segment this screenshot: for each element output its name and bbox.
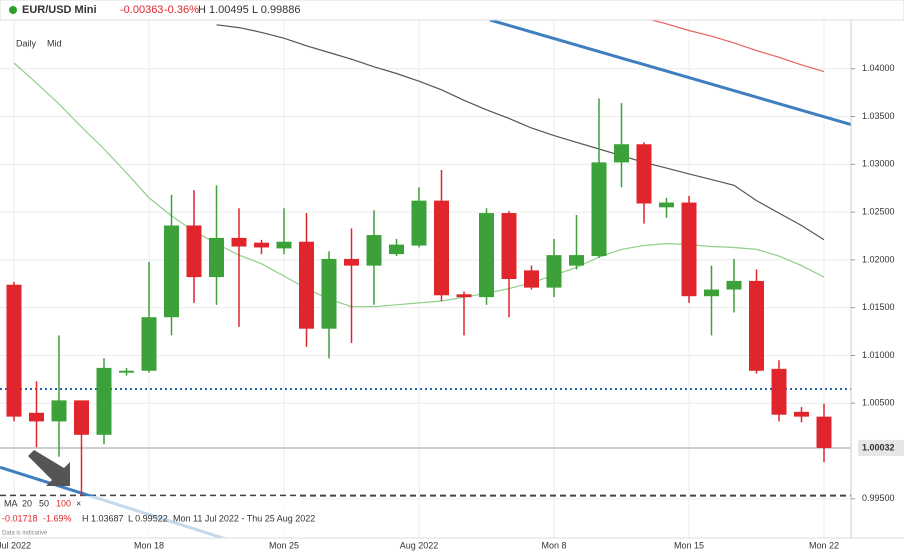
legend-entry: 20 [22, 498, 32, 508]
candle-body [524, 270, 539, 288]
last-price-label: 1.00032 [862, 442, 895, 452]
close-icon[interactable]: × [76, 498, 81, 508]
arrow-annotation [28, 450, 70, 486]
candle-body [209, 237, 224, 278]
x-tick-label: Aug 2022 [400, 540, 439, 550]
ma-line [216, 24, 825, 241]
candle-body [456, 294, 472, 298]
candle-body [344, 258, 359, 266]
study-high: H 1.03687 [82, 513, 124, 523]
candle-body [794, 411, 809, 417]
y-tick-label: 1.02500 [862, 206, 895, 216]
candle-body [141, 317, 157, 371]
candle-body [726, 280, 742, 290]
candle-body [411, 200, 427, 246]
legend-entry: 100 [56, 498, 71, 508]
candle-body [501, 213, 517, 279]
low: L 0.99886 [252, 4, 301, 16]
ma-line [649, 20, 825, 73]
status-dot [9, 6, 17, 14]
y-tick-label: 1.02000 [862, 254, 895, 264]
candle-body [479, 213, 494, 298]
study-low: L 0.99522 [128, 513, 168, 523]
candle-body [51, 400, 67, 422]
candle-body [186, 225, 202, 278]
candle-body [636, 144, 652, 204]
note: Data is indicative [2, 531, 48, 537]
candle-body [614, 144, 629, 163]
candle-body [591, 162, 607, 257]
legend-entry: 50 [39, 498, 49, 508]
study-change: -0.01718 [2, 513, 38, 523]
candle-body [164, 225, 179, 318]
x-tick-label: Mon 18 [134, 540, 164, 550]
study-range: Mon 11 Jul 2022 - Thu 25 Aug 2022 [173, 513, 315, 523]
y-tick-label: 1.03000 [862, 159, 895, 169]
candle-body [389, 244, 404, 255]
x-tick-label: Mon 8 [541, 540, 566, 550]
study-change-pct: -1.69% [43, 513, 72, 523]
candle-body [231, 237, 247, 247]
candle-body [749, 280, 764, 371]
header-bar [0, 0, 904, 21]
symbol[interactable]: EUR/USD Mini [22, 4, 97, 16]
price-type[interactable]: Mid [47, 38, 62, 48]
candle-body [434, 200, 449, 296]
interval[interactable]: Daily [16, 38, 37, 48]
candle-body [6, 284, 22, 417]
candle-body [96, 367, 112, 435]
candle-body [659, 202, 674, 208]
y-tick-label: 1.00500 [862, 398, 895, 408]
candle-body [771, 368, 787, 415]
trendline [489, 20, 851, 127]
change-pct: -0.36% [164, 4, 199, 16]
y-tick-label: 1.03500 [862, 111, 895, 121]
candle-body [74, 400, 89, 435]
y-tick-label: 0.99500 [862, 493, 895, 503]
x-tick-label: Mon 22 [809, 540, 839, 550]
y-tick-label: 1.01500 [862, 302, 895, 312]
candle-body [299, 241, 314, 329]
change: -0.00363 [120, 4, 163, 16]
candle-body [29, 412, 44, 422]
x-tick-label: Mon 15 [674, 540, 704, 550]
high: H 1.00495 [198, 4, 249, 16]
last-price-box [858, 439, 904, 456]
y-tick-label: 1.01000 [862, 350, 895, 360]
candle-body [569, 255, 584, 266]
study-bar-bg [0, 496, 300, 538]
candle-body [704, 289, 719, 297]
candle-body [119, 370, 134, 373]
x-tick-label: Jul 2022 [0, 540, 31, 550]
ma-label: MA [4, 498, 18, 508]
y-tick-label: 1.04000 [862, 63, 895, 73]
candle-body [276, 241, 292, 249]
candle-body [366, 235, 382, 266]
candle-body [254, 242, 269, 248]
candle-body [546, 255, 562, 288]
x-tick-label: Mon 25 [269, 540, 299, 550]
candle-body [681, 202, 697, 297]
candle-body [816, 416, 832, 448]
candle-body [321, 258, 337, 329]
